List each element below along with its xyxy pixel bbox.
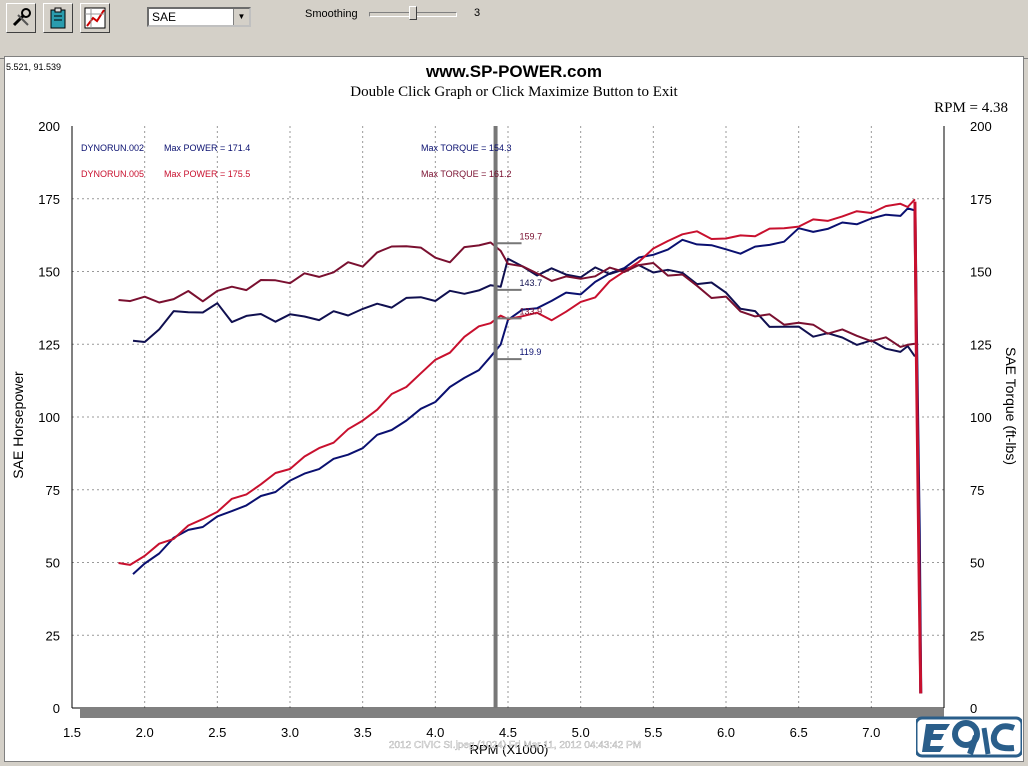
legend-run1-max-power: Max POWER = 171.4 [164, 143, 250, 153]
legend-run1-max-torque: Max TORQUE = 154.3 [421, 143, 511, 153]
graph-icon [84, 7, 106, 29]
clipboard-button[interactable] [43, 3, 73, 33]
legend-run2-power: DYNORUN.005 [81, 169, 144, 179]
series-layer [118, 198, 923, 694]
x-tick-label: 3.5 [354, 725, 372, 740]
y-tick-label: 150 [38, 265, 60, 280]
cursor-labels: 159.7 143.7 133.9 119.9 [495, 231, 543, 361]
graph-button[interactable] [80, 3, 110, 33]
chevron-down-icon[interactable]: ▼ [233, 9, 249, 25]
x-tick-label: 2.5 [208, 725, 226, 740]
x-tick-label: 3.0 [281, 725, 299, 740]
image-caption-watermark: 2012 CIVIC SI.jpeg (1024) Fri Mar 11, 20… [389, 740, 641, 751]
legend-run2-max-torque: Max TORQUE = 161.2 [421, 169, 511, 179]
y-tick-label: 25 [46, 628, 60, 643]
y-tick-label: 175 [38, 192, 60, 207]
y2-tick-label: 125 [970, 337, 992, 352]
y-tick-label: 75 [46, 483, 60, 498]
y2-axis-label: SAE Torque (ft-lbs) [1003, 347, 1019, 465]
series-dynorun-005-torque [118, 241, 916, 348]
x-tick-label: 6.0 [717, 725, 735, 740]
x-tick-label: 2.0 [136, 725, 154, 740]
series-dynorun-002-power [132, 207, 916, 575]
y-tick-label: 50 [46, 556, 60, 571]
e9-logo [916, 716, 1022, 758]
x-tick-label: 5.5 [644, 725, 662, 740]
x-tick-label: 1.5 [63, 725, 81, 740]
y-tick-label: 200 [38, 119, 60, 134]
series-drop-y_run2 [913, 201, 923, 694]
y2-tick-label: 150 [970, 265, 992, 280]
cursor-value-label: 143.7 [520, 278, 543, 288]
smoothing-label: Smoothing [305, 8, 358, 20]
x-tick-labels: 1.52.02.53.03.54.04.55.05.56.06.57.07.5 [63, 725, 953, 740]
wrench-button[interactable] [6, 3, 36, 33]
y-tick-label: 100 [38, 410, 60, 425]
grid [72, 126, 944, 708]
coordinate-readout: 5.521, 91.539 [6, 62, 62, 72]
x-tick-label: 4.0 [426, 725, 444, 740]
rpm-readout: RPM = 4.38 [934, 100, 1008, 116]
x-tick-label: 6.5 [790, 725, 808, 740]
cursor-value-label: 119.9 [520, 347, 542, 357]
smoothing-slider-thumb[interactable] [409, 6, 417, 20]
y2-tick-label: 175 [970, 192, 992, 207]
cursor-value-label: 133.9 [520, 306, 543, 316]
y2-tick-label: 100 [970, 410, 992, 425]
chart-title: www.SP-POWER.com [425, 62, 602, 81]
y-tick-label: 125 [38, 337, 60, 352]
wrench-icon [12, 8, 31, 27]
x-tick-label: 4.5 [499, 725, 517, 740]
x-tick-label: 5.0 [572, 725, 590, 740]
chart-subtitle: Double Click Graph or Click Maximize But… [350, 84, 678, 100]
toolbar: SAE ▼ Smoothing 3 [0, 0, 1028, 59]
y-tick-label: 0 [53, 701, 60, 716]
y2-tick-label: 200 [970, 119, 992, 134]
smoothing-value: 3 [474, 7, 481, 19]
correction-select[interactable]: SAE ▼ [147, 7, 251, 27]
legend-run1-power: DYNORUN.002 [81, 143, 144, 153]
y2-tick-label: 50 [970, 556, 984, 571]
x-tick-label: 7.0 [862, 725, 880, 740]
y2-tick-labels: 0 25 50 75 100 125 150 175 200 [970, 119, 992, 716]
legend-run2-max-power: Max POWER = 175.5 [164, 169, 250, 179]
y2-tick-label: 25 [970, 628, 984, 643]
correction-select-value: SAE [152, 10, 177, 24]
clipboard-icon [50, 7, 66, 29]
horizontal-scrollbar[interactable] [80, 708, 944, 718]
y2-tick-label: 0 [970, 701, 977, 716]
cursor-value-label: 159.7 [520, 231, 543, 241]
y-tick-labels: 0 25 50 75 100 125 150 175 200 [38, 119, 60, 716]
y2-tick-label: 75 [970, 483, 984, 498]
y-axis-label: SAE Horsepower [10, 371, 26, 479]
x-axis-label: RPM (X1000) [470, 742, 549, 757]
